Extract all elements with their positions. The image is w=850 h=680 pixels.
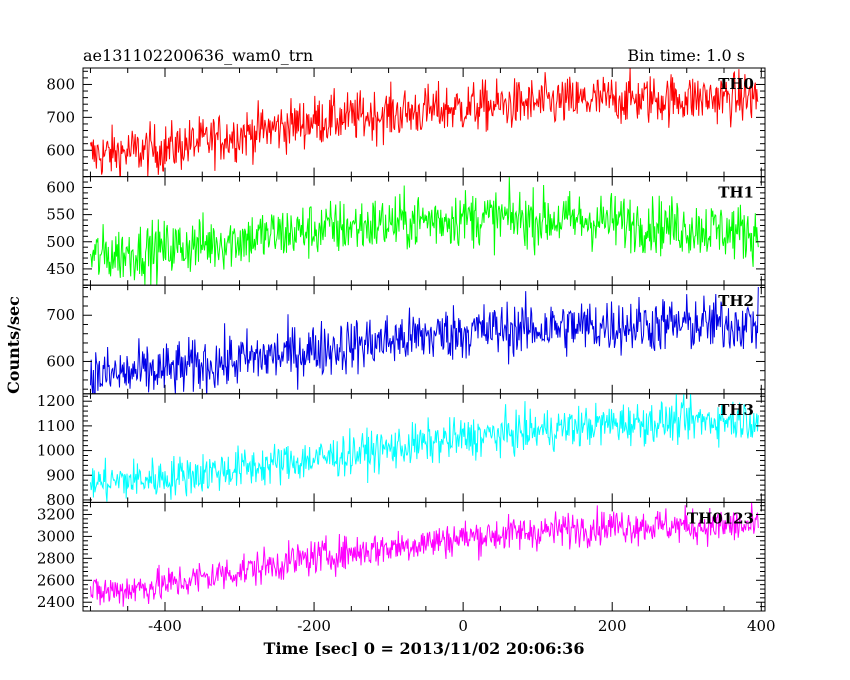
bin-time-label: Bin time: 1.0 s [627,46,745,65]
panel-frame [82,501,766,612]
y-tick-label: 1000 [37,442,75,460]
series-trace-th2 [90,286,759,394]
y-tick-label: 800 [46,491,75,509]
panel-frame [82,67,766,178]
x-tick-label: 400 [747,617,776,635]
panel-label-th0: TH0 [718,75,754,93]
y-tick-label: 1200 [37,392,75,410]
panel-th3: 800 900 1000 1100 1200 TH3 [37,392,766,509]
series-trace-th3 [90,393,759,502]
y-tick-label: 2800 [37,549,75,567]
y-tick-label: 3000 [37,527,75,545]
panel-th1: 450 500 550 600 TH1 [46,176,766,286]
panel-label-th0123: TH0123 [687,509,754,527]
series-trace-th0123 [90,502,759,607]
series-trace-th0 [90,68,759,177]
panel-th0: 600 700 800 TH0 [46,67,766,178]
panel-th2: 600 700 TH2 [46,284,766,395]
y-tick-label: 450 [46,260,75,278]
y-tick-label: 800 [46,75,75,93]
y-tick-label: 2400 [37,593,75,611]
panel-th0123: 2400 2600 2800 3000 3200 TH0123 -400 -200 0 200 40… [37,501,776,635]
y-tick-label: 700 [46,306,75,324]
x-tick-label: 200 [598,617,627,635]
x-tick-label: -200 [297,617,331,635]
y-tick-label: 550 [46,206,75,224]
y-tick-label: 900 [46,466,75,484]
series-trace-th1 [90,177,759,286]
x-axis-label: Time [sec] 0 = 2013/11/02 20:06:36 [264,639,585,658]
x-tick-label: 0 [458,617,468,635]
x-tick-label: -400 [148,617,182,635]
y-tick-label: 500 [46,233,75,251]
y-tick-label: 600 [46,141,75,159]
panel-label-th3: TH3 [718,401,754,419]
chart-title: ae131102200636_wam0_trn [83,46,313,65]
panels-group: 600 700 800 TH0 450 500 550 600 TH1 600 700 TH2 800 9… [37,67,776,635]
y-tick-label: 3200 [37,505,75,523]
y-tick-label: 1100 [37,417,75,435]
panel-label-th2: TH2 [718,292,754,310]
y-axis-label: Counts/sec [4,296,23,394]
y-tick-label: 700 [46,108,75,126]
y-tick-label: 600 [46,178,75,196]
y-tick-label: 600 [46,352,75,370]
panel-label-th1: TH1 [718,184,754,202]
y-tick-label: 2600 [37,571,75,589]
